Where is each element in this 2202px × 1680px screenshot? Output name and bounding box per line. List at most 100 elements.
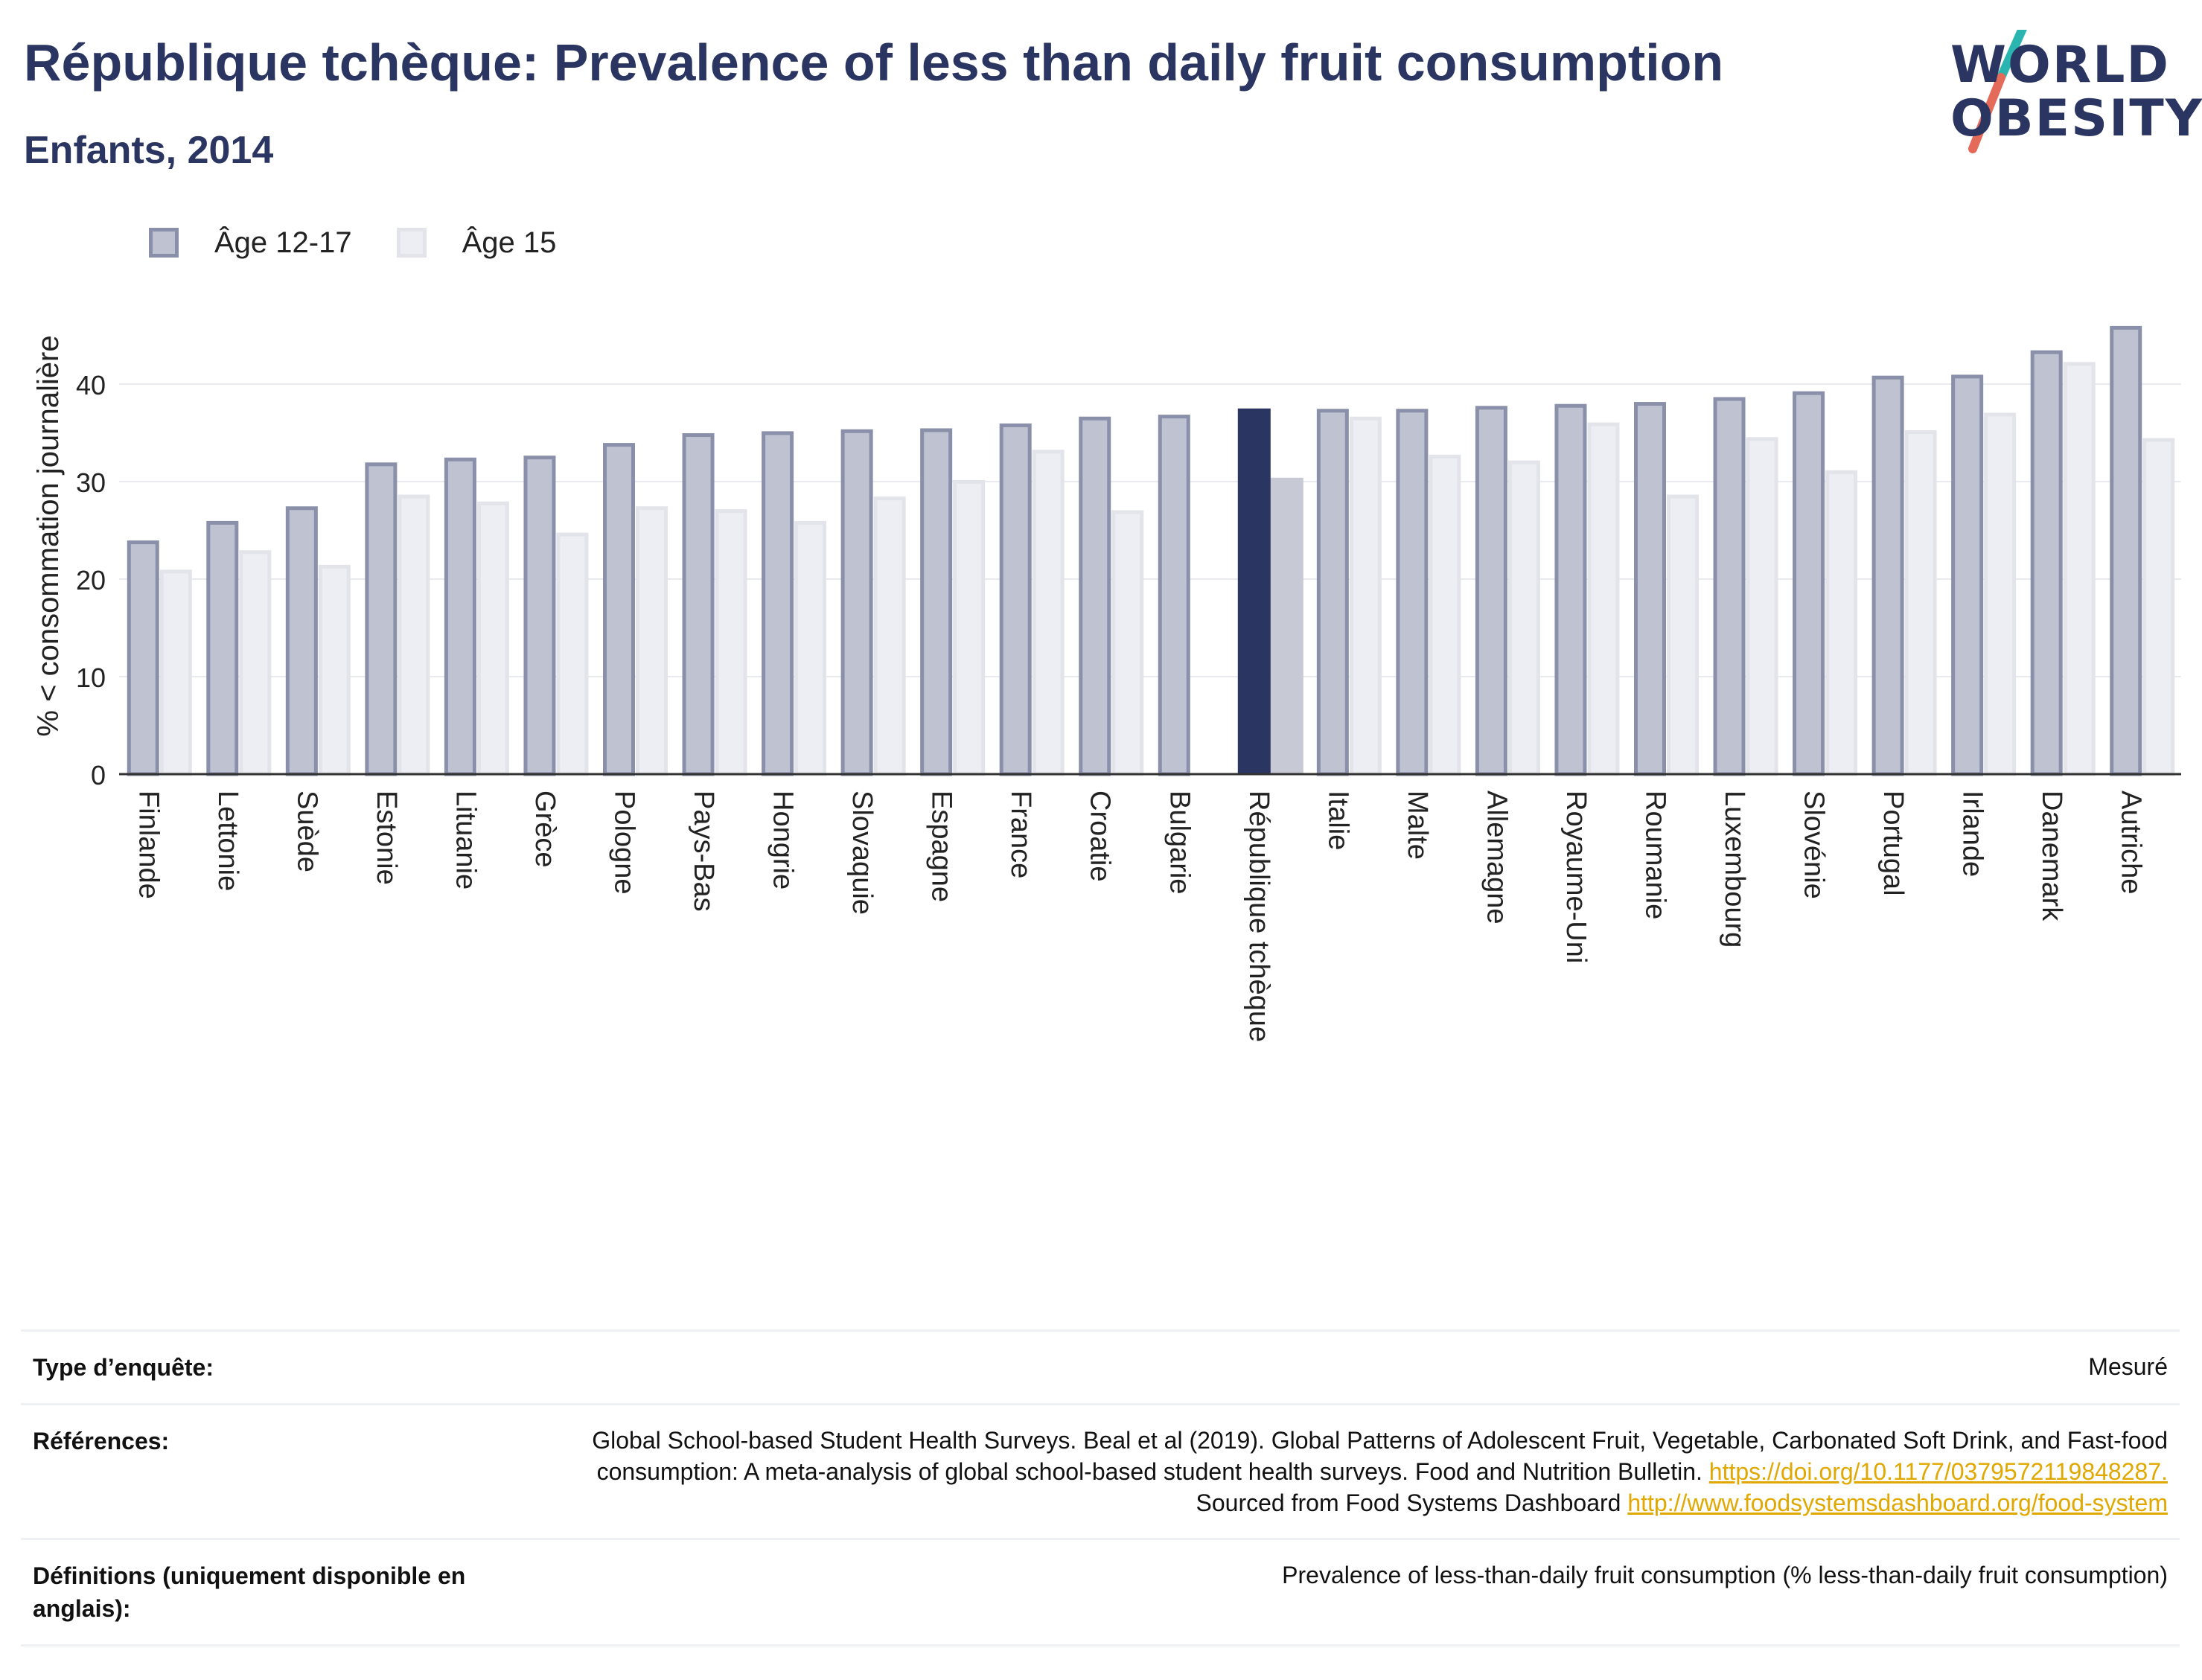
legend-item-age-12-17[interactable]: Âge 12-17 xyxy=(149,226,352,260)
bar-age-12-17 xyxy=(2030,350,2063,776)
bar-age-12-17 xyxy=(762,431,794,776)
bar-age-15 xyxy=(1111,510,1144,776)
x-tick-label: Croatie xyxy=(1085,791,1116,882)
bar-age-15 xyxy=(1667,494,1699,776)
bar-age-15 xyxy=(1746,437,1778,776)
logo-line-1: WORLD xyxy=(1950,36,2170,95)
info-value: Mesuré xyxy=(2088,1353,2168,1380)
x-tick-label: Malte xyxy=(1402,791,1433,860)
info-row-survey-type: Type d’enquête: Mesuré xyxy=(21,1329,2180,1403)
bar-age-12-17 xyxy=(999,423,1032,776)
x-tick-label: Italie xyxy=(1322,791,1353,850)
x-tick-label: Bulgarie xyxy=(1164,791,1195,894)
bar-age-15 xyxy=(715,509,747,776)
bar-age-15 xyxy=(1270,477,1303,774)
info-table: Type d’enquête: Mesuré Références: Globa… xyxy=(21,1329,2180,1647)
x-tick-label: Autriche xyxy=(2116,791,2147,894)
x-tick-label: Espagne xyxy=(926,791,957,902)
reference-text: Global School-based Student Health Surve… xyxy=(592,1427,2168,1485)
bar-age-15 xyxy=(398,494,430,776)
legend-item-age-15[interactable]: Âge 15 xyxy=(396,226,557,260)
y-tick-label: 20 xyxy=(76,565,106,595)
doi-link[interactable]: https://doi.org/10.1177/0379572119848287… xyxy=(1708,1458,2168,1485)
info-value: Prevalence of less-than-daily fruit cons… xyxy=(1282,1562,2168,1588)
bar-age-12-17 xyxy=(1951,374,1984,776)
x-tick-label: République tchèque xyxy=(1243,791,1274,1042)
info-key: Définitions (uniquement disponible en an… xyxy=(33,1562,466,1622)
bar-age-12-17 xyxy=(1396,409,1429,776)
x-tick-label: Irlande xyxy=(1957,791,1988,877)
bar-age-12-17 xyxy=(920,428,953,776)
bar-age-15 xyxy=(556,532,589,776)
bar-age-12-17 xyxy=(1871,375,1904,776)
bar-age-12-17 xyxy=(444,457,476,776)
bar-age-15 xyxy=(1429,454,1461,776)
bar-age-15 xyxy=(1984,412,2017,776)
bar-age-15 xyxy=(2142,438,2175,776)
bar-age-15 xyxy=(318,564,351,776)
x-tick-label: Pologne xyxy=(609,791,640,894)
bar-age-12-17 xyxy=(1793,391,1825,776)
bar-chart: 0 10 20 30 40 % < consommation journalière Fin… xyxy=(32,325,2181,1042)
chart-legend: Âge 12-17 Âge 15 xyxy=(149,220,601,265)
y-tick-label: 10 xyxy=(76,662,106,693)
chart-title: République tchèque: Prevalence of less t… xyxy=(24,33,1724,92)
bar-age-12-17 xyxy=(840,429,873,776)
info-row-definitions: Définitions (uniquement disponible en an… xyxy=(21,1538,2180,1647)
x-tick-label: Royaume-Uni xyxy=(1560,791,1592,963)
bar-age-12-17 xyxy=(1079,416,1111,776)
x-tick-label: Allemagne xyxy=(1481,791,1512,924)
bar-age-15 xyxy=(1032,450,1065,776)
chart-subtitle: Enfants, 2014 xyxy=(24,129,274,172)
bar-age-12-17 xyxy=(127,540,159,776)
x-tick-label: Luxembourg xyxy=(1719,791,1750,948)
bar-age-15 xyxy=(1825,470,1858,776)
bar-age-12-17 xyxy=(682,433,715,776)
x-tick-label: Hongrie xyxy=(767,791,799,889)
bar-age-12-17 xyxy=(1634,402,1666,776)
legend-swatch xyxy=(396,228,427,258)
legend-label: Âge 12-17 xyxy=(214,226,352,259)
bar-age-15 xyxy=(636,506,668,776)
y-tick-label: 40 xyxy=(76,370,106,400)
bar-age-15 xyxy=(159,569,192,776)
world-obesity-logo: WORLD OBESITY xyxy=(1935,30,2202,156)
bar-age-12-17 xyxy=(1237,408,1271,774)
food-systems-link[interactable]: http://www.foodsystemsdashboard.org/food… xyxy=(1627,1489,2168,1516)
bar-age-12-17 xyxy=(2110,325,2142,776)
x-tick-label: Suède xyxy=(291,791,322,872)
x-tick-label: Portugal xyxy=(1877,791,1909,896)
bar-age-15 xyxy=(794,520,827,776)
x-tick-label: France xyxy=(1005,791,1036,878)
bar-age-12-17 xyxy=(365,462,398,776)
x-tick-label: Slovénie xyxy=(1799,791,1830,899)
bar-age-15 xyxy=(476,501,509,776)
x-tick-label: Slovaquie xyxy=(846,791,878,915)
legend-swatch xyxy=(149,228,179,258)
x-tick-label: Grèce xyxy=(529,791,561,867)
bar-age-12-17 xyxy=(1158,415,1190,776)
bar-age-12-17 xyxy=(523,456,556,776)
x-tick-label: Lettonie xyxy=(212,791,243,891)
bar-age-15 xyxy=(1349,416,1382,776)
bar-age-12-17 xyxy=(603,443,635,776)
legend-label: Âge 15 xyxy=(462,226,557,259)
reference-text: Sourced from Food Systems Dashboard xyxy=(1196,1489,1628,1516)
info-row-references: Références: Global School-based Student … xyxy=(21,1403,2180,1538)
y-tick-label: 30 xyxy=(76,467,106,498)
logo-slash-icon xyxy=(1968,30,2027,153)
bar-age-15 xyxy=(873,496,906,776)
y-tick-label: 0 xyxy=(91,760,106,791)
bar-age-12-17 xyxy=(1475,406,1507,776)
bar-age-15 xyxy=(2063,362,2096,776)
x-tick-label: Roumanie xyxy=(1640,791,1671,919)
bar-age-15 xyxy=(1587,422,1620,776)
bar-age-12-17 xyxy=(285,506,318,776)
bar-age-15 xyxy=(1904,430,1937,776)
info-key: Références: xyxy=(33,1428,170,1454)
y-axis-title: % < consommation journalière xyxy=(32,335,65,736)
bar-age-15 xyxy=(1507,460,1540,776)
bar-age-15 xyxy=(239,550,272,776)
bar-age-12-17 xyxy=(1554,403,1587,776)
bar-age-12-17 xyxy=(1713,397,1746,776)
